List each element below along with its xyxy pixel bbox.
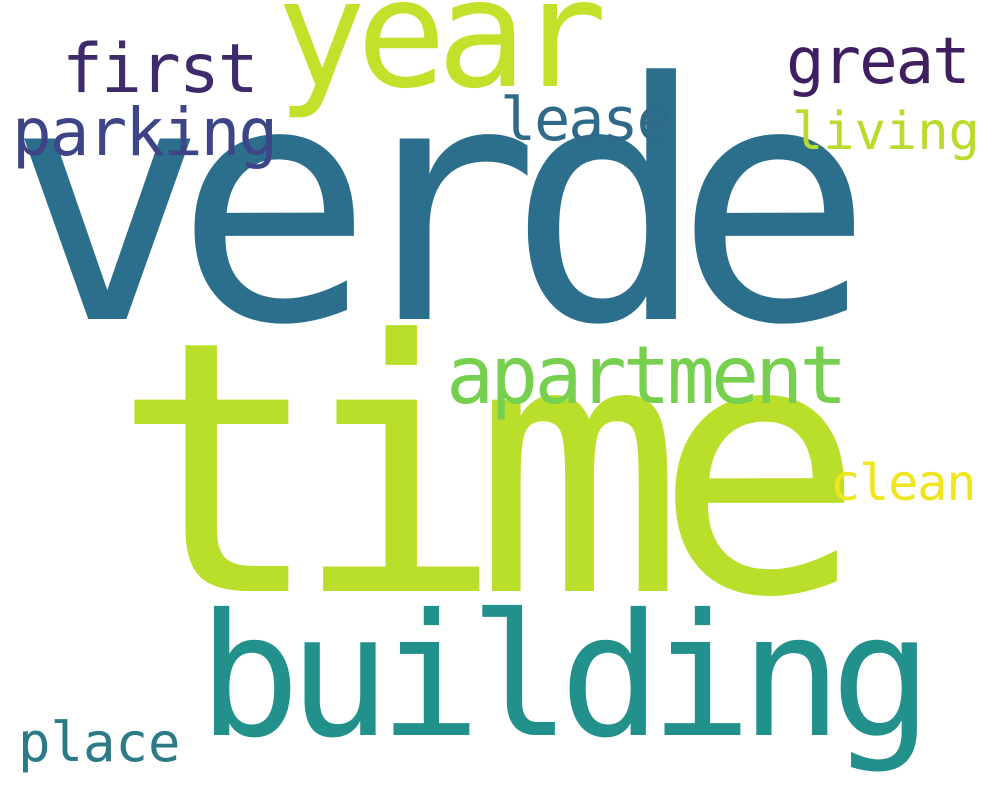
word-time: time [112,266,865,674]
word-building: building [198,578,933,776]
word-place: place [18,711,181,774]
word-lease: lease [500,85,673,155]
word-year: year [276,0,607,122]
word-great: great [786,25,971,99]
word-living: living [792,102,980,162]
word-verde: verde [8,13,873,397]
word-parking: parking [12,94,278,171]
word-first: first [62,30,259,109]
word-clean: clean [830,454,977,512]
word-apartment: apartment [446,329,847,422]
